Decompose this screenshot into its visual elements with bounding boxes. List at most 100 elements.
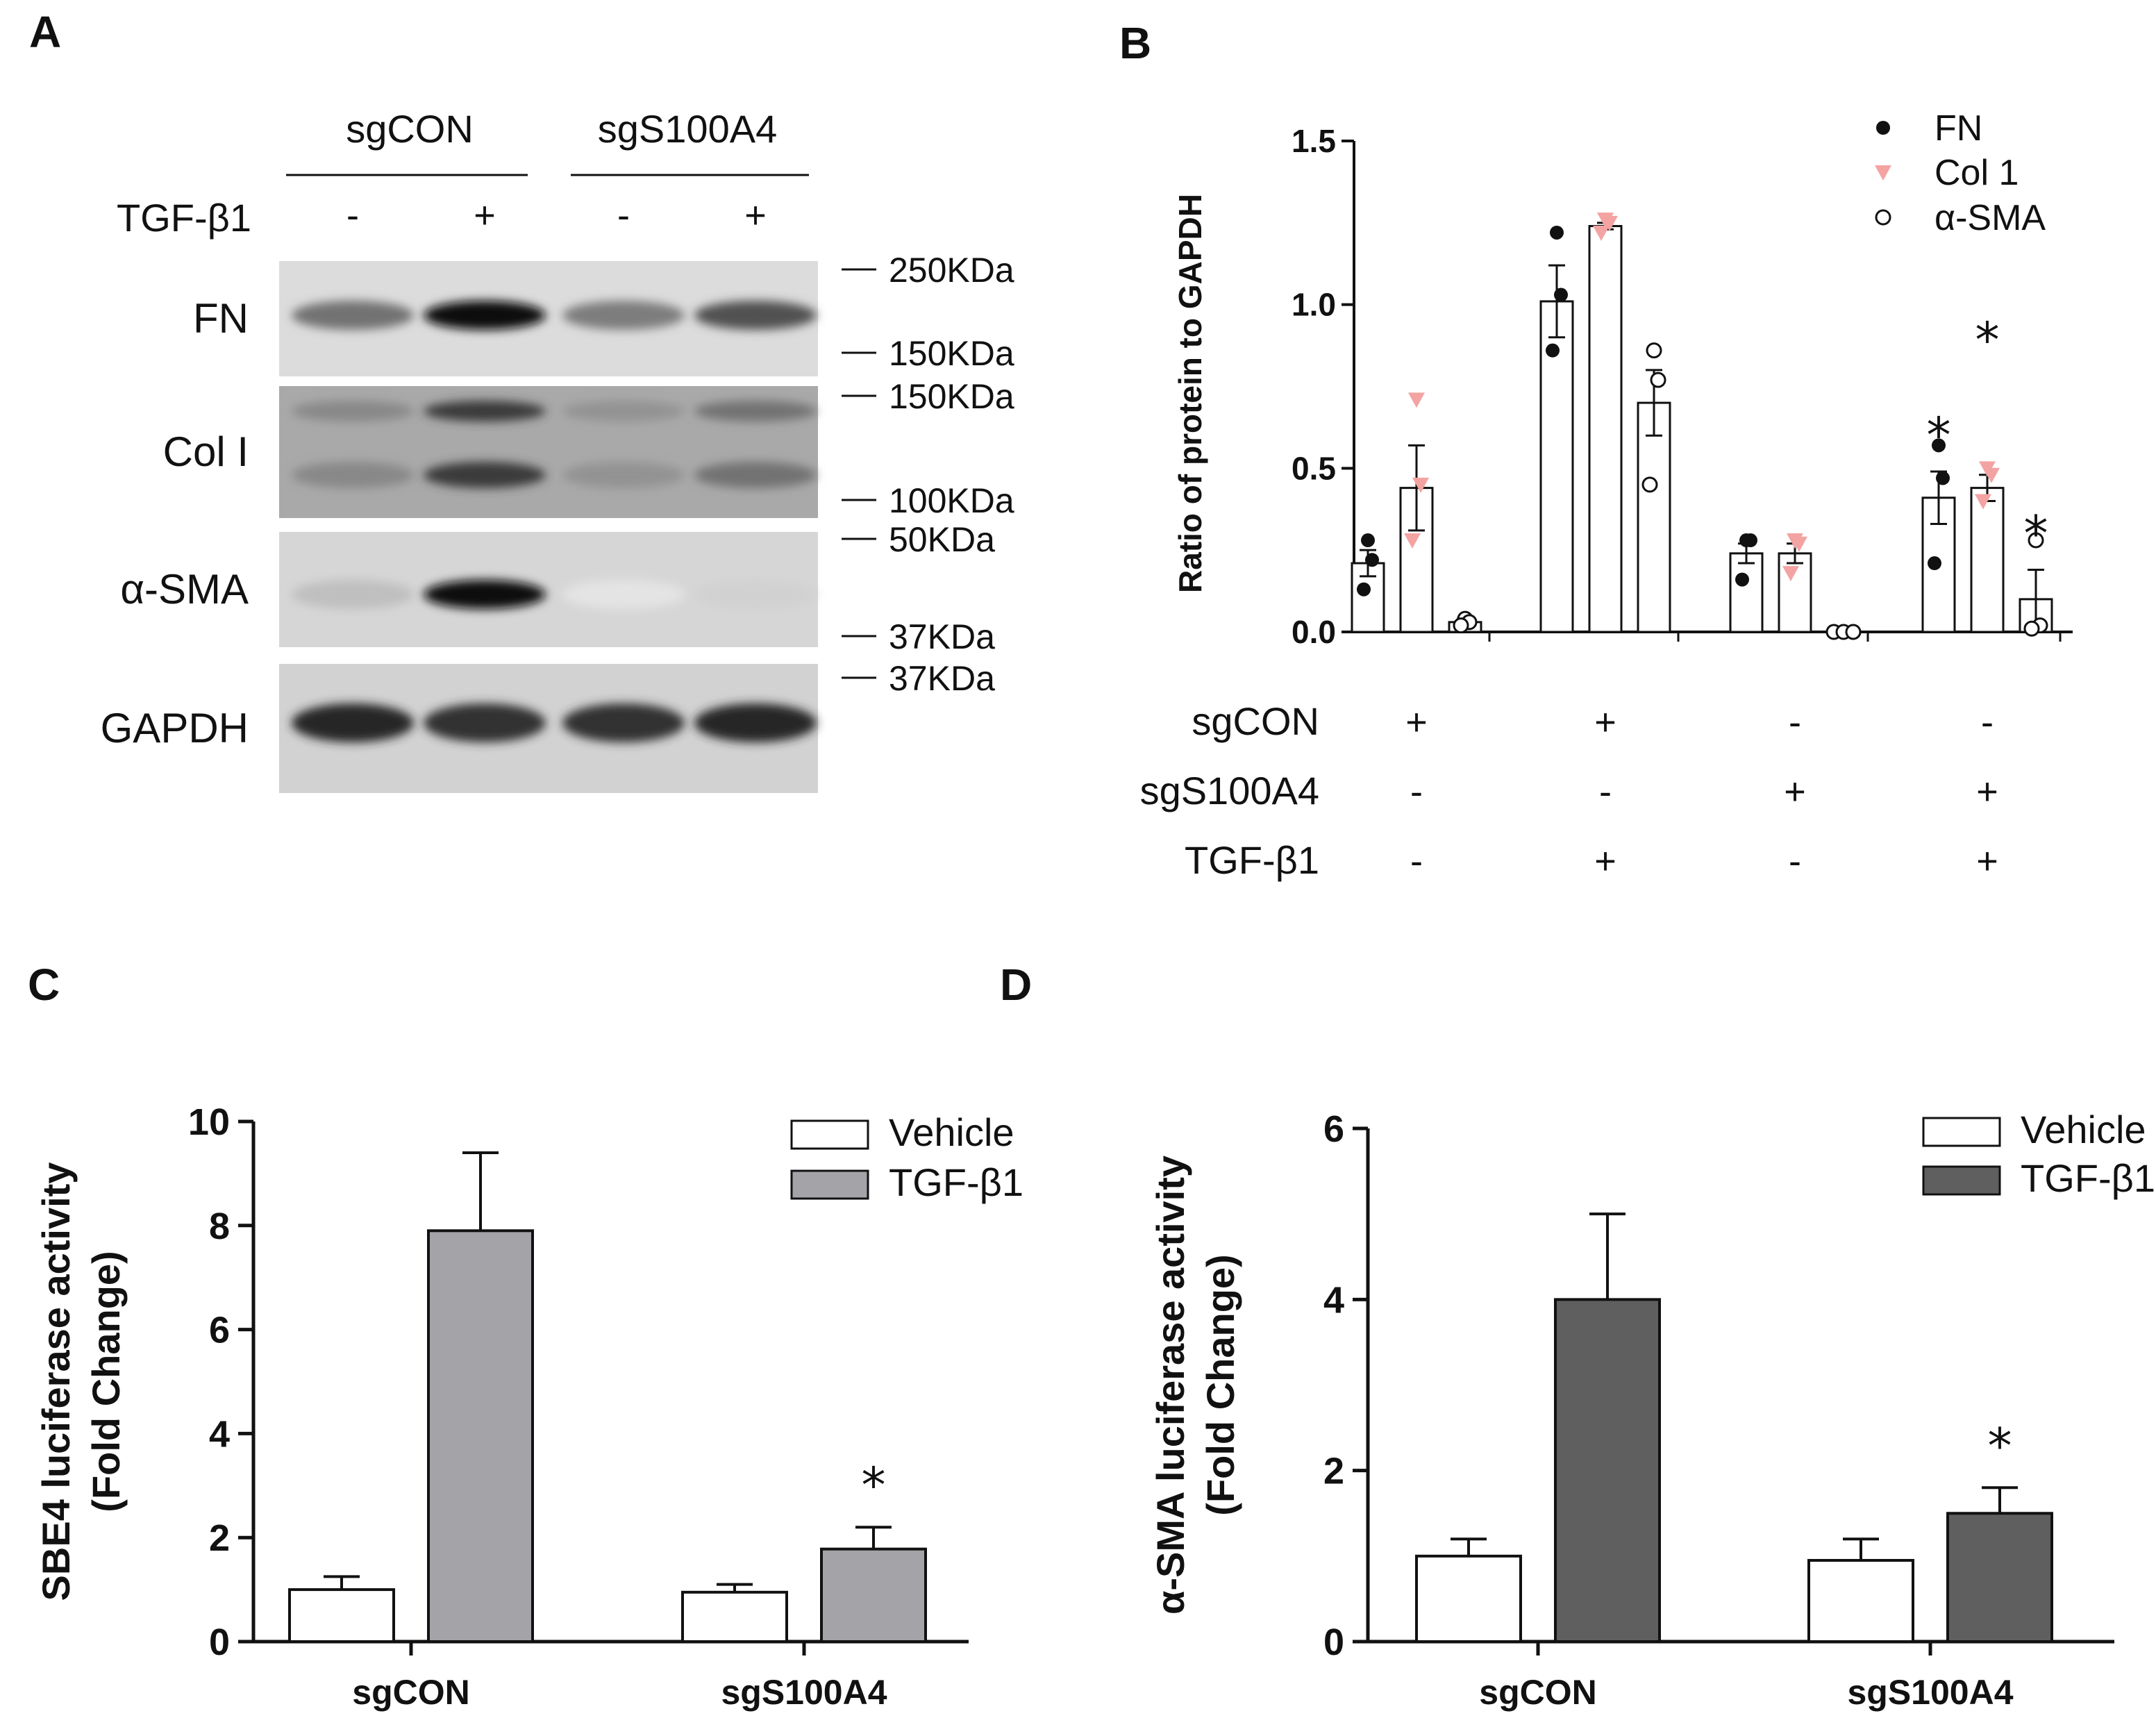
blot-band bbox=[694, 580, 817, 609]
legend-swatch bbox=[1922, 1117, 2001, 1147]
condition-sign: + bbox=[1405, 701, 1428, 743]
legend-marker bbox=[1876, 121, 1890, 135]
y-tick-label: 0 bbox=[1323, 1621, 1344, 1663]
blot-band bbox=[424, 580, 546, 609]
data-point bbox=[1782, 566, 1799, 582]
legend-swatch bbox=[790, 1119, 869, 1150]
bar bbox=[681, 1590, 788, 1643]
bar bbox=[1946, 1512, 2053, 1643]
y-tick-label: 2 bbox=[209, 1517, 230, 1559]
legend-swatch bbox=[790, 1169, 869, 1200]
blot-band bbox=[562, 401, 685, 422]
legend-label: Col 1 bbox=[1934, 153, 2019, 193]
condition-sign: - bbox=[1789, 701, 1801, 743]
blot-band bbox=[424, 301, 546, 330]
y-axis-label: Ratio of protein to GAPDH bbox=[1172, 194, 1208, 593]
y-tick-label: 0 bbox=[209, 1621, 230, 1663]
y-tick-label: 6 bbox=[1323, 1108, 1344, 1150]
legend-label: Vehicle bbox=[889, 1110, 1014, 1154]
bar bbox=[1588, 225, 1623, 633]
y-tick-label: 8 bbox=[209, 1206, 230, 1247]
data-point bbox=[1791, 536, 1807, 552]
bar bbox=[1637, 401, 1671, 633]
legend-label: Vehicle bbox=[2021, 1108, 2146, 1151]
condition-sign: + bbox=[1594, 701, 1616, 743]
treatment-sign: + bbox=[744, 194, 767, 236]
data-point bbox=[1983, 467, 2000, 483]
molecular-weight-marker: 100KDa bbox=[889, 481, 1014, 520]
treatment-label: TGF-β1 bbox=[117, 196, 251, 240]
data-point bbox=[1744, 533, 1757, 548]
bar bbox=[1554, 1298, 1661, 1644]
y-axis-label: SBE4 luciferase activity bbox=[34, 1162, 78, 1601]
y-axis-label: (Fold Change) bbox=[84, 1251, 128, 1512]
condition-label: sgCON bbox=[1192, 699, 1319, 743]
significance-marker: * bbox=[1975, 312, 2000, 369]
data-point bbox=[2028, 532, 2044, 549]
blot-band bbox=[292, 462, 414, 488]
y-tick-label: 1.5 bbox=[1292, 123, 1336, 159]
blot-band bbox=[694, 401, 817, 422]
blot-band bbox=[424, 462, 546, 488]
y-tick-label: 4 bbox=[209, 1413, 230, 1455]
x-tick-label: sgS100A4 bbox=[1847, 1673, 2013, 1712]
molecular-weight-marker: 150KDa bbox=[889, 334, 1014, 373]
blot-band bbox=[562, 580, 685, 609]
blot-label: GAPDH bbox=[101, 705, 249, 751]
bar bbox=[1970, 487, 2005, 633]
data-point bbox=[1554, 287, 1568, 302]
panel-letter-b: B bbox=[1119, 18, 1151, 68]
condition-sign: - bbox=[1981, 701, 1994, 743]
significance-marker: * bbox=[2024, 505, 2048, 562]
condition-sign: + bbox=[1976, 771, 1998, 812]
bar bbox=[427, 1229, 534, 1644]
data-point bbox=[1936, 471, 1950, 485]
data-point bbox=[1357, 582, 1371, 597]
blot-label: α-SMA bbox=[120, 566, 249, 612]
blot-band bbox=[694, 703, 817, 742]
legend-label: FN bbox=[1934, 108, 1982, 149]
blot-band bbox=[562, 301, 685, 330]
blot-band bbox=[562, 703, 685, 742]
y-tick-label: 0.0 bbox=[1292, 614, 1336, 650]
y-tick-label: 2 bbox=[1323, 1451, 1344, 1492]
western-blot-panel: sgCON sgS100A4 TGF-β1 - + - + FN 250KDa 15… bbox=[101, 107, 1014, 793]
x-tick-label: sgS100A4 bbox=[721, 1673, 887, 1712]
condition-sign: - bbox=[1410, 771, 1423, 812]
data-point bbox=[1408, 392, 1425, 408]
data-point bbox=[1932, 438, 1946, 453]
y-axis-label: α-SMA luciferase activity bbox=[1148, 1156, 1192, 1615]
legend-marker bbox=[1875, 165, 1891, 181]
legend-label: TGF-β1 bbox=[889, 1160, 1023, 1204]
data-point bbox=[1975, 494, 1991, 510]
panel-letter-c: C bbox=[28, 960, 60, 1010]
bar bbox=[1415, 1554, 1522, 1643]
significance-marker: * bbox=[862, 1457, 886, 1514]
blot-strips: FN 250KDa 150KDa Col I 150KDa 100KDa α-SMA 50KD… bbox=[101, 251, 1014, 793]
data-point bbox=[1412, 477, 1429, 493]
blot-label: FN bbox=[193, 295, 249, 342]
treatment-sign: - bbox=[346, 194, 359, 236]
chart-c: 0 2 4 6 8 10 SBE4 luciferase activity (Fold Cha… bbox=[34, 1101, 1023, 1712]
chart-b: 0.0 0.5 1.0 1.5 Ratio of protein to GAPDH * * *… bbox=[1140, 108, 2073, 882]
bar bbox=[1778, 552, 1812, 633]
significance-marker: * bbox=[1927, 407, 1951, 464]
condition-sign: - bbox=[1410, 840, 1423, 882]
condition-label: TGF-β1 bbox=[1185, 838, 1319, 882]
panel-letter-a: A bbox=[29, 7, 61, 57]
group-label-sgcon: sgCON bbox=[346, 107, 474, 151]
molecular-weight-marker: 250KDa bbox=[889, 251, 1014, 290]
data-point bbox=[1928, 556, 1941, 571]
blot-label: Col I bbox=[163, 428, 249, 475]
blot-band bbox=[694, 301, 817, 330]
data-point bbox=[1453, 617, 1469, 634]
data-point bbox=[1646, 342, 1662, 359]
data-point bbox=[1550, 225, 1564, 240]
legend-swatch bbox=[1922, 1165, 2001, 1196]
data-point bbox=[1735, 572, 1749, 587]
data-point bbox=[2023, 620, 2040, 637]
blot-band bbox=[292, 580, 414, 609]
molecular-weight-marker: 150KDa bbox=[889, 377, 1014, 416]
bar bbox=[1807, 1558, 1914, 1644]
